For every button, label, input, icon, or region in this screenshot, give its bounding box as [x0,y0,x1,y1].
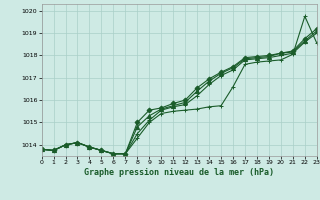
X-axis label: Graphe pression niveau de la mer (hPa): Graphe pression niveau de la mer (hPa) [84,168,274,177]
